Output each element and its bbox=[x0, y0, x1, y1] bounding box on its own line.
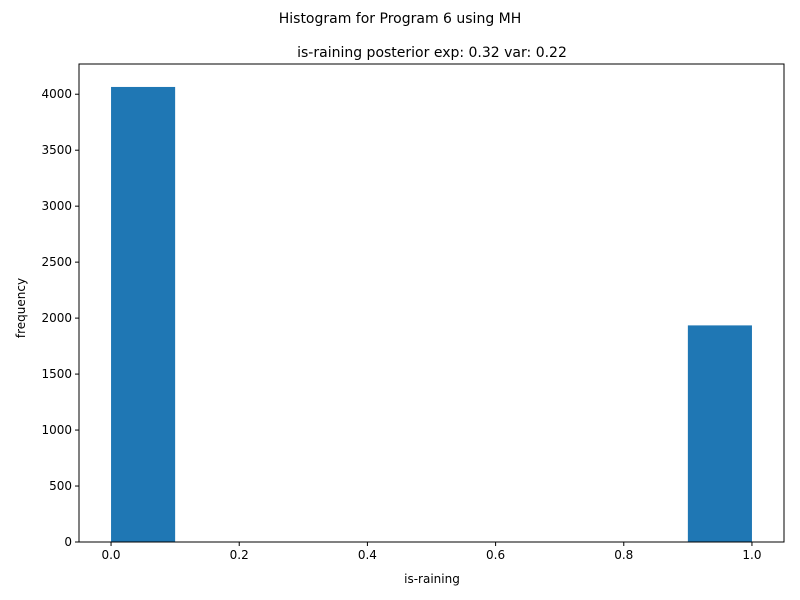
y-tick-label: 500 bbox=[49, 479, 72, 493]
y-tick-label: 4000 bbox=[41, 87, 72, 101]
y-axis-label: frequency bbox=[14, 278, 28, 338]
y-tick-label: 0 bbox=[64, 535, 72, 549]
x-tick-label: 1.0 bbox=[742, 548, 761, 562]
axes-frame bbox=[78, 63, 785, 543]
histogram-bar-9 bbox=[687, 325, 752, 542]
y-tick-label: 1500 bbox=[41, 367, 72, 381]
x-tick-label: 0.2 bbox=[230, 548, 249, 562]
x-tick-label: 0.6 bbox=[486, 548, 505, 562]
y-tick-label: 1000 bbox=[41, 423, 72, 437]
y-tick-label: 2500 bbox=[41, 255, 72, 269]
y-tick-label: 3500 bbox=[41, 143, 72, 157]
histogram-bar-0 bbox=[111, 86, 176, 542]
x-tick-label: 0.4 bbox=[358, 548, 377, 562]
y-tick-label: 3000 bbox=[41, 199, 72, 213]
x-tick-label: 0.0 bbox=[101, 548, 120, 562]
figure-suptitle: Histogram for Program 6 using MH bbox=[279, 11, 522, 27]
bars-group bbox=[111, 86, 752, 542]
x-tick-label: 0.8 bbox=[614, 548, 633, 562]
x-axis-ticks: 0.0 0.2 0.4 0.6 0.8 1.0 bbox=[101, 542, 762, 562]
y-axis-ticks: 0 500 1000 1500 2000 2500 3000 3500 4000 bbox=[41, 87, 79, 549]
axes-title: is-raining posterior exp: 0.32 var: 0.22 bbox=[297, 45, 567, 61]
x-axis-label: is-raining bbox=[404, 572, 460, 586]
y-tick-label: 2000 bbox=[41, 311, 72, 325]
